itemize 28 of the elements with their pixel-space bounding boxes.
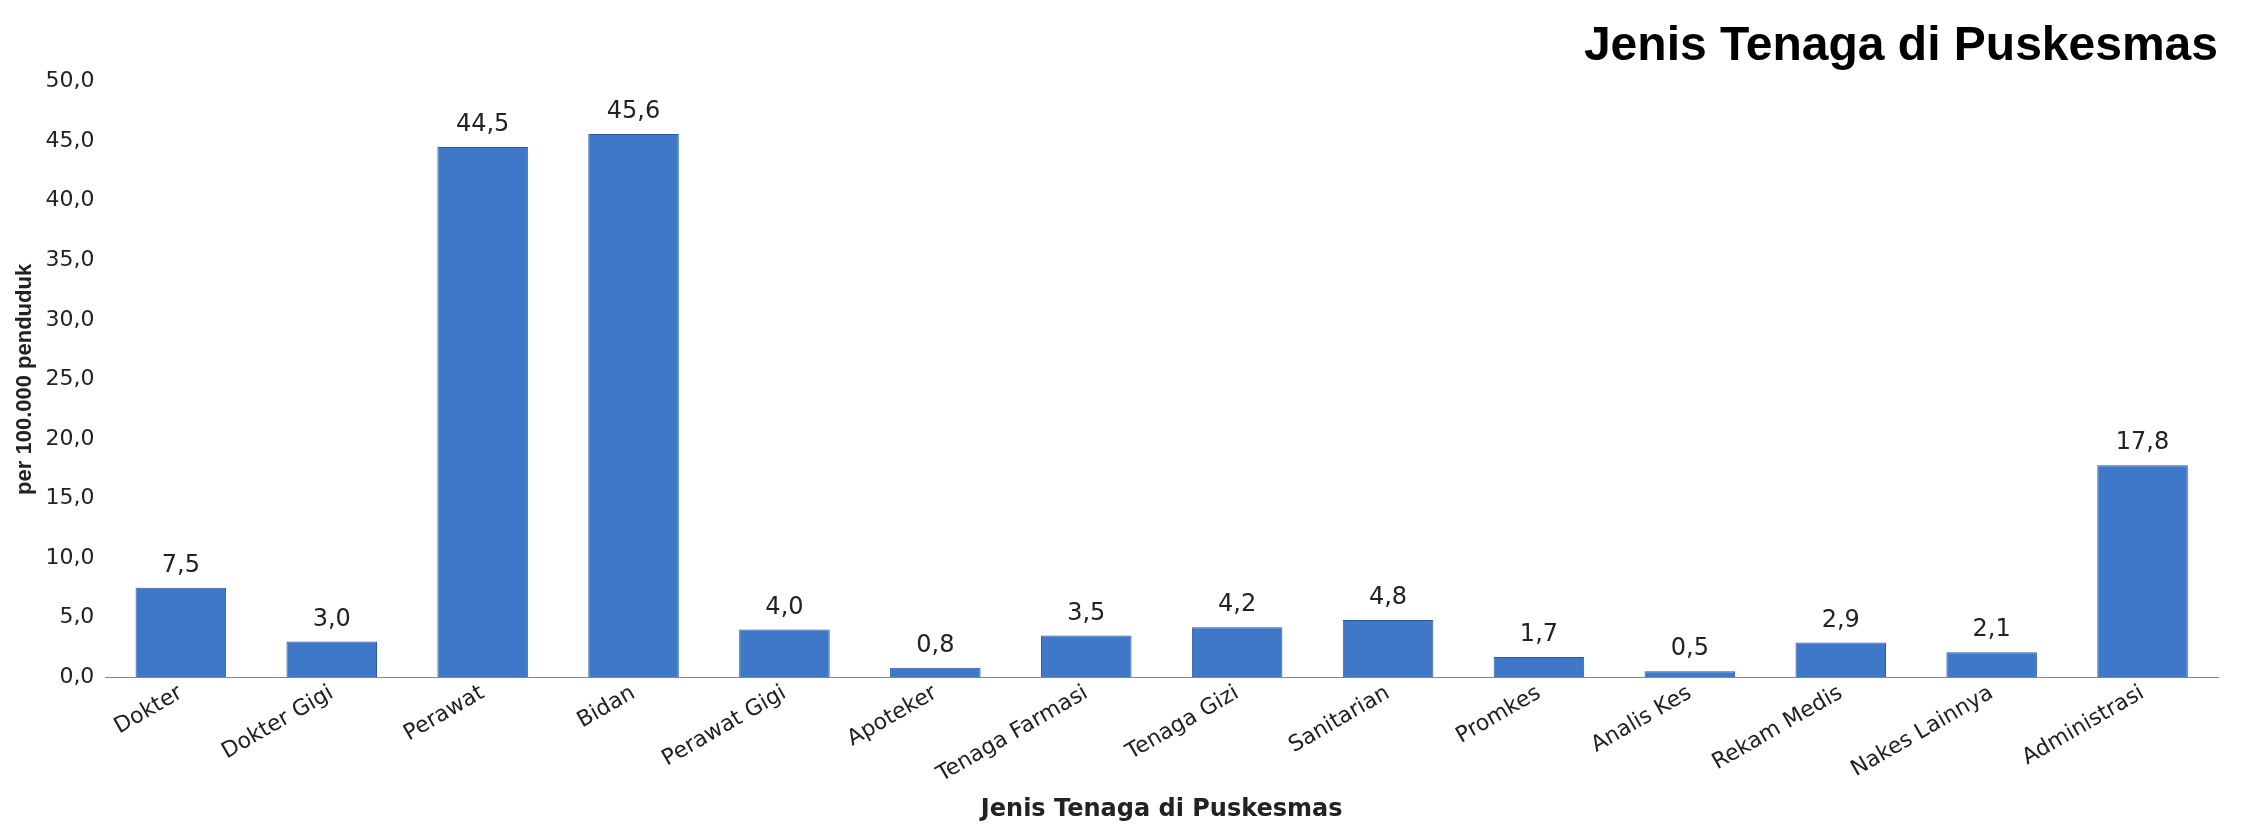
- data-label: 4,0: [765, 591, 804, 620]
- y-tick-label: 30,0: [45, 305, 95, 331]
- y-tick-label: 45,0: [45, 126, 95, 152]
- data-label: 1,7: [1519, 619, 1559, 648]
- y-tick-label: 10,0: [45, 543, 95, 569]
- data-label: 4,2: [1218, 589, 1257, 618]
- y-tick-label: 25,0: [45, 365, 95, 391]
- chart-title: Jenis Tenaga di Puskesmas: [1583, 17, 2218, 71]
- data-label: 7,5: [161, 550, 200, 579]
- data-label: 4,8: [1368, 582, 1408, 611]
- data-label: 45,6: [606, 96, 661, 125]
- y-axis-title: per 100.000 penduduk: [11, 263, 37, 495]
- data-label: 2,9: [1821, 604, 1860, 633]
- y-tick-label: 5,0: [59, 603, 95, 629]
- data-label: 0,8: [916, 629, 955, 658]
- data-label: 3,0: [312, 603, 351, 632]
- data-label: 2,1: [1972, 614, 2011, 643]
- data-label: 0,5: [1670, 633, 1709, 662]
- y-tick-label: 35,0: [45, 245, 95, 271]
- y-tick-label: 15,0: [45, 484, 95, 510]
- data-label: 17,8: [2115, 427, 2170, 456]
- data-label: 44,5: [455, 109, 510, 138]
- y-tick-label: 40,0: [45, 186, 95, 212]
- y-tick-label: 20,0: [45, 424, 95, 450]
- data-label: 3,5: [1067, 597, 1106, 626]
- x-axis-title: Jenis Tenaga di Puskesmas: [978, 793, 1343, 822]
- y-tick-label: 50,0: [45, 67, 95, 93]
- y-tick-label: 0,0: [59, 662, 95, 688]
